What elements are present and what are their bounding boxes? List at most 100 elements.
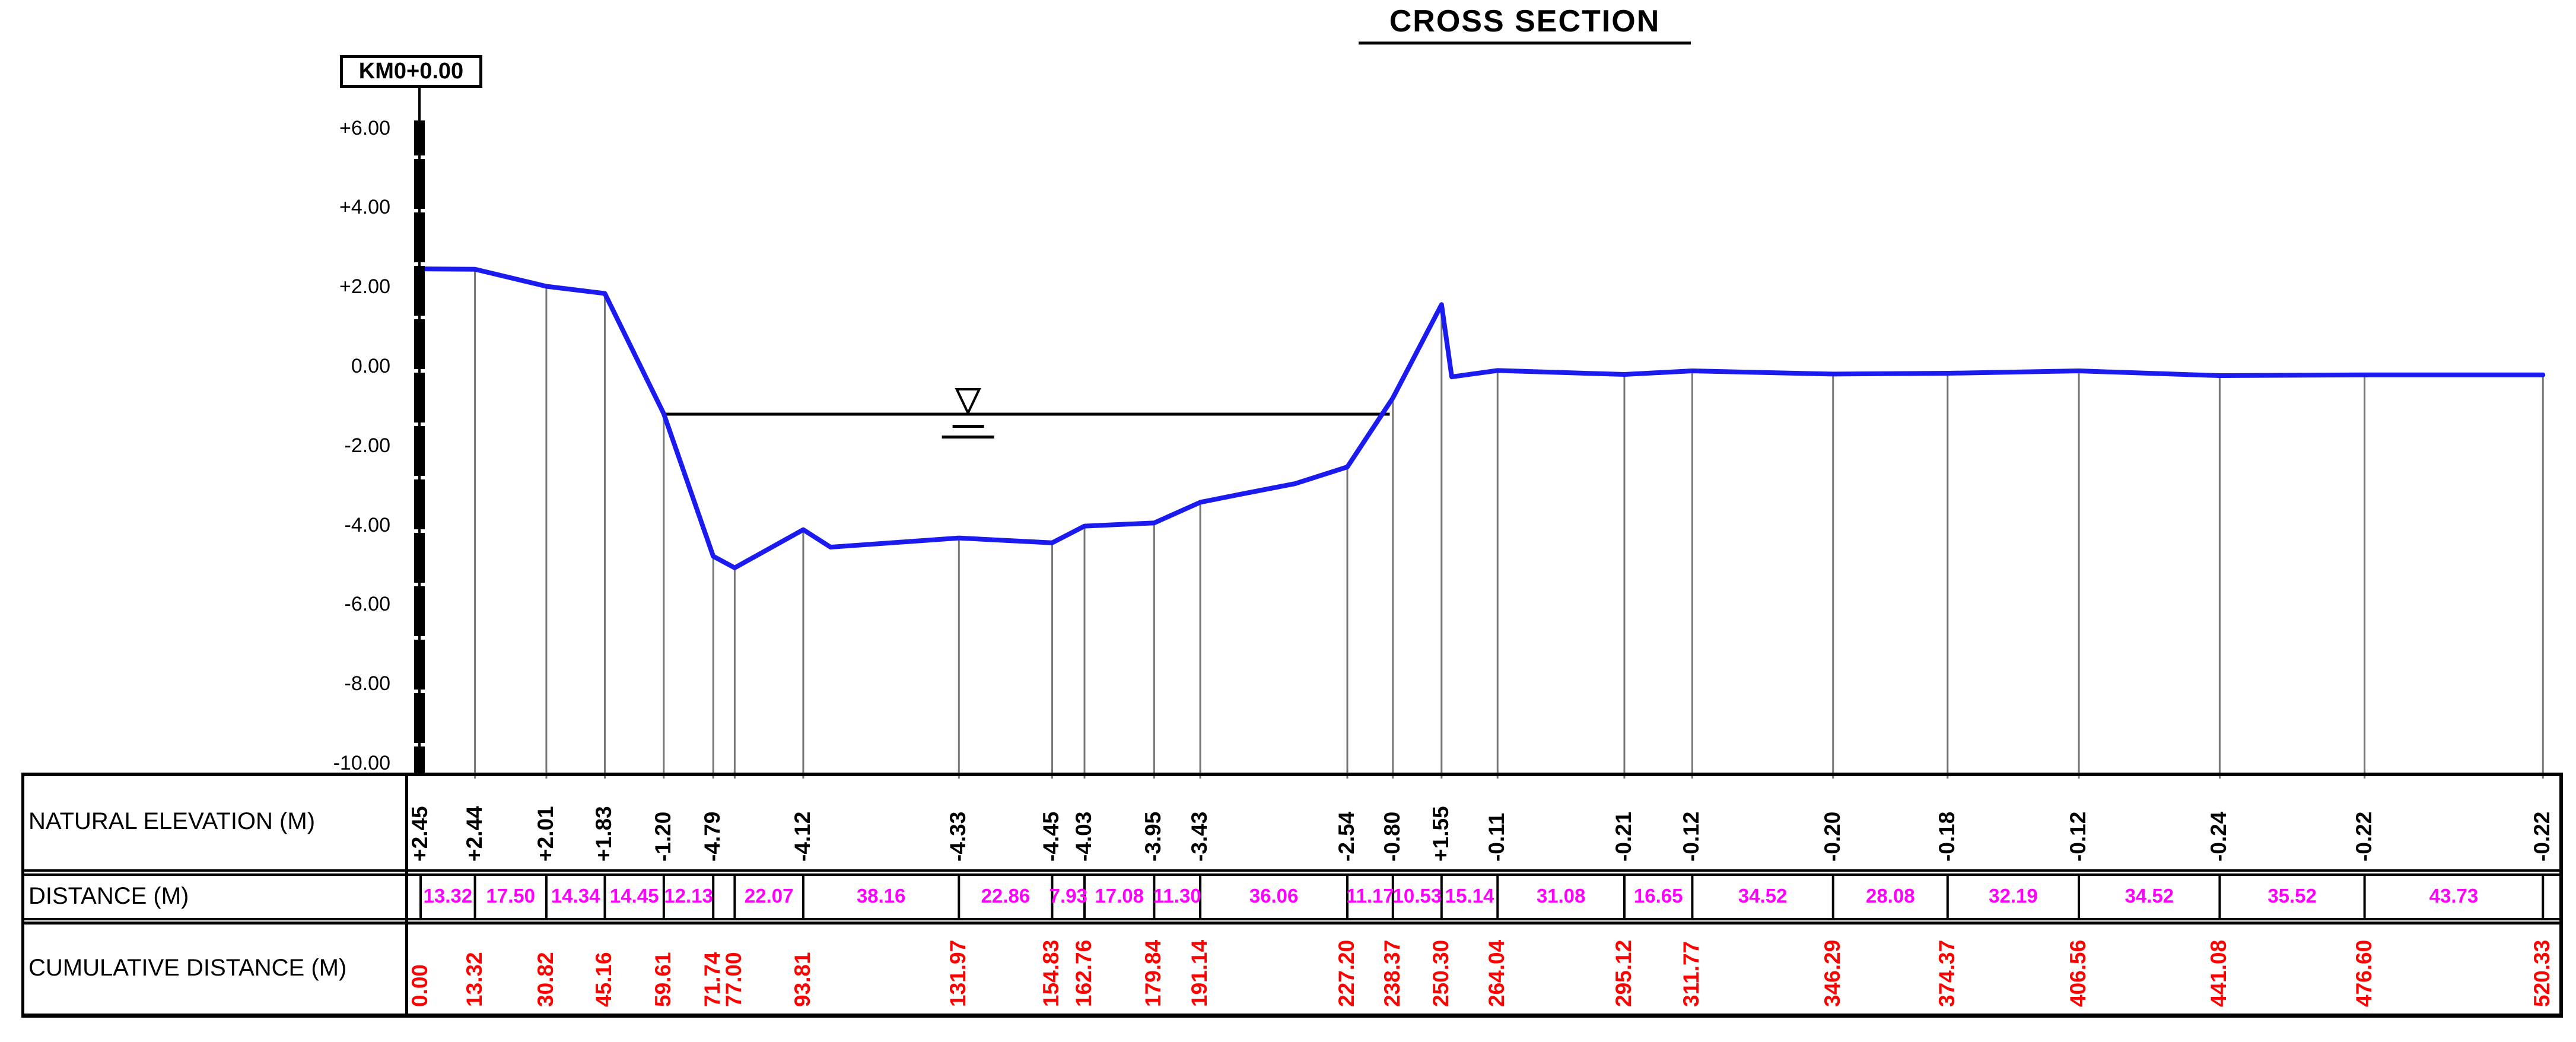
- distance-value: 35.52: [2267, 885, 2317, 907]
- cumulative-distance-value: 154.83: [1039, 939, 1064, 1007]
- distance-value: 10.53: [1392, 885, 1442, 907]
- natural-elevation-value: -4.45: [1039, 811, 1064, 862]
- table-separator: [21, 869, 2563, 872]
- distance-cell-tick: [1623, 873, 1626, 920]
- distance-value: 22.07: [744, 885, 794, 907]
- distance-cell-tick: [1496, 873, 1499, 920]
- cumulative-distance-value: 476.60: [2351, 939, 2376, 1007]
- distance-cell-tick: [1946, 873, 1949, 920]
- table-border-left: [21, 773, 24, 1018]
- cumulative-distance-value: 264.04: [1484, 939, 1509, 1007]
- distance-value: 22.86: [981, 885, 1031, 907]
- distance-value: 11.30: [1153, 885, 1201, 907]
- cumulative-distance-value: 346.29: [1820, 939, 1844, 1007]
- distance-value: 34.52: [2125, 885, 2174, 907]
- table-row-label-distance: DISTANCE (M): [28, 882, 189, 909]
- elevation-axis-tick-label: -2.00: [344, 434, 391, 457]
- distance-cell-tick: [2078, 873, 2081, 920]
- distance-cell-tick: [1199, 873, 1202, 920]
- distance-value: 36.06: [1249, 885, 1299, 907]
- distance-value: 15.14: [1445, 885, 1494, 907]
- natural-elevation-value: -0.20: [1820, 811, 1844, 862]
- distance-value: 17.50: [486, 885, 536, 907]
- natural-elevation-value: -0.22: [2530, 811, 2555, 862]
- distance-value: 7.93: [1049, 885, 1087, 907]
- cumulative-distance-value: 162.76: [1071, 939, 1096, 1007]
- distance-cell-tick: [733, 873, 736, 920]
- cumulative-distance-value: 520.33: [2530, 939, 2555, 1007]
- cumulative-distance-value: 59.61: [650, 952, 675, 1007]
- distance-cell-tick: [1831, 873, 1834, 920]
- cumulative-distance-value: 311.77: [1679, 941, 1704, 1007]
- table-row-label-cumulative-distance: CUMULATIVE DISTANCE (M): [28, 954, 347, 981]
- table-separator: [21, 922, 2563, 925]
- distance-cell-tick: [1391, 873, 1394, 920]
- distance-value: 12.13: [664, 885, 713, 907]
- distance-cell-tick: [545, 873, 548, 920]
- table-label-divider: [405, 773, 408, 1018]
- natural-elevation-value: -4.79: [700, 811, 725, 862]
- natural-elevation-value: -0.12: [2066, 811, 2091, 862]
- table-border-bottom: [21, 1014, 2563, 1018]
- cumulative-distance-value: 227.20: [1334, 939, 1359, 1007]
- cumulative-distance-value: 441.08: [2206, 939, 2231, 1007]
- distance-cell-tick: [2363, 873, 2366, 920]
- distance-cell-tick: [2218, 873, 2221, 920]
- station-label: KM0+0.00: [358, 59, 464, 84]
- distance-value: 31.08: [1536, 885, 1586, 907]
- natural-elevation-value: -3.43: [1187, 811, 1212, 862]
- distance-value: 17.08: [1095, 885, 1144, 907]
- distance-value: 16.65: [1633, 885, 1683, 907]
- natural-elevation-value: -0.80: [1379, 811, 1404, 862]
- distance-cell-tick: [958, 873, 961, 920]
- distance-value: 14.45: [609, 885, 659, 907]
- elevation-axis-tick-label: 0.00: [351, 355, 390, 377]
- distance-cell-tick: [712, 873, 715, 920]
- distance-cell-tick: [1051, 873, 1054, 920]
- cumulative-distance-value: 13.32: [462, 952, 486, 1007]
- cumulative-distance-value: 238.37: [1379, 939, 1404, 1007]
- distance-cell-tick: [1440, 873, 1443, 920]
- distance-cell-tick: [2542, 873, 2545, 920]
- cumulative-distance-value: 131.97: [946, 939, 971, 1007]
- cumulative-distance-value: 295.12: [1611, 939, 1636, 1007]
- water-level-triangle-icon: [955, 387, 981, 416]
- natural-elevation-value: -0.18: [1934, 811, 1959, 862]
- cumulative-distance-value: 179.84: [1141, 939, 1166, 1007]
- distance-cell-tick: [473, 873, 476, 920]
- cumulative-distance-value: 30.82: [533, 952, 558, 1007]
- natural-elevation-value: -0.24: [2206, 811, 2231, 862]
- natural-elevation-value: +2.45: [408, 806, 432, 862]
- distance-value: 43.73: [2429, 885, 2479, 907]
- elevation-axis-tick-label: -4.00: [344, 513, 391, 536]
- distance-cell-tick: [802, 873, 804, 920]
- cumulative-distance-value: 406.56: [2066, 939, 2091, 1007]
- station-label-box: KM0+0.00: [340, 55, 482, 88]
- table-separator: [21, 873, 2563, 876]
- natural-elevation-value: -4.12: [790, 811, 815, 862]
- cumulative-distance-value: 374.37: [1934, 939, 1959, 1007]
- distance-value: 34.52: [1738, 885, 1788, 907]
- natural-elevation-value: -0.11: [1484, 812, 1509, 862]
- distance-value: 13.32: [423, 885, 473, 907]
- distance-value: 32.19: [1989, 885, 2038, 907]
- natural-elevation-value: +2.01: [533, 806, 558, 862]
- distance-cell-tick: [1083, 873, 1086, 920]
- natural-elevation-value: -2.54: [1334, 811, 1359, 862]
- natural-elevation-value: -0.21: [1611, 811, 1636, 862]
- distance-cell-tick: [1346, 873, 1349, 920]
- distance-value: 38.16: [856, 885, 906, 907]
- distance-cell-tick: [419, 873, 422, 920]
- station-staff-pole: [418, 88, 421, 773]
- natural-elevation-value: -4.03: [1071, 811, 1096, 862]
- elevation-axis-tick-label: +2.00: [339, 275, 390, 298]
- water-symbol-bar: [952, 424, 984, 428]
- distance-cell-tick: [603, 873, 606, 920]
- table-border-top: [21, 773, 2563, 776]
- cumulative-distance-value: 0.00: [408, 964, 432, 1007]
- distance-value: 28.08: [1865, 885, 1915, 907]
- natural-elevation-value: -4.33: [946, 811, 971, 862]
- cumulative-distance-value: 77.00: [721, 952, 746, 1007]
- page-title: CROSS SECTION: [1359, 4, 1691, 45]
